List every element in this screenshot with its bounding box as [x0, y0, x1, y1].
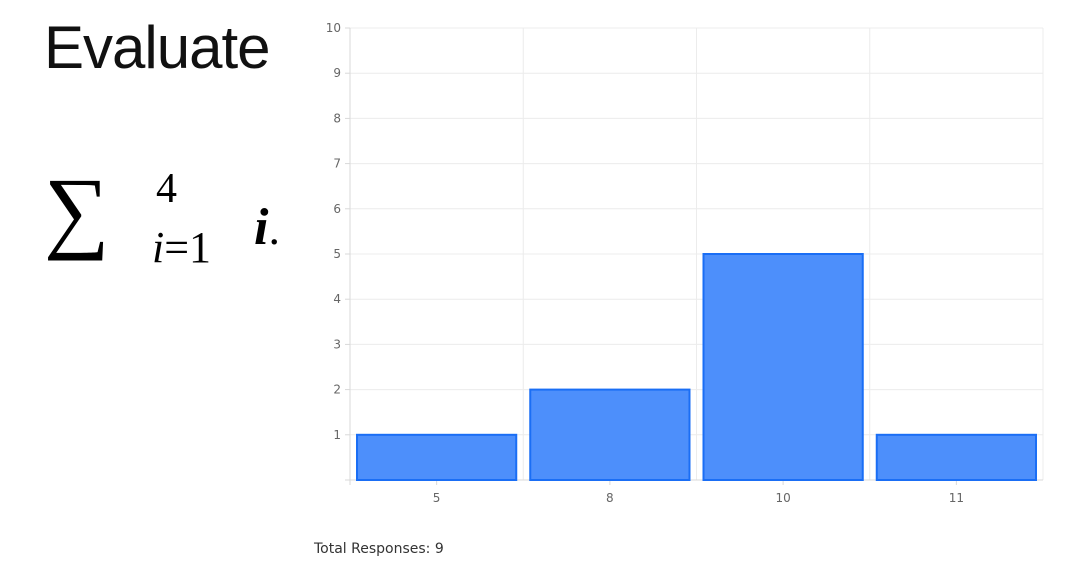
sum-term: i. — [254, 202, 280, 254]
y-tick-label: 4 — [333, 292, 341, 306]
x-tick-label: 10 — [775, 491, 790, 505]
x-tick-label: 8 — [606, 491, 614, 505]
sum-upper-limit: 4 — [156, 166, 177, 212]
y-tick-label: 6 — [333, 202, 341, 216]
x-tick-labels: 5 8 10 11 — [433, 491, 964, 505]
y-tick-label: 5 — [333, 247, 341, 261]
y-tick-label: 8 — [333, 111, 341, 125]
sum-lower-value: =1 — [164, 223, 212, 272]
y-tick-label: 10 — [326, 21, 341, 35]
sum-lower-limit: i=1 — [152, 226, 211, 270]
chart-grid — [350, 27, 1044, 480]
x-tick-label: 5 — [433, 491, 441, 505]
y-tick-labels: 1 2 3 4 5 6 7 8 9 10 — [326, 21, 341, 442]
chart-bars — [356, 253, 1037, 482]
question-title: Evaluate — [44, 14, 270, 81]
sigma-symbol: ∑ — [44, 159, 110, 261]
x-tick-label: 11 — [949, 491, 964, 505]
response-bar-chart: 1 2 3 4 5 6 7 8 9 10 5 8 10 11 — [326, 21, 1044, 505]
chart-axes — [345, 27, 1043, 485]
bar-5 — [356, 433, 518, 481]
summation-formula: ∑ 4 i=1 i. — [44, 160, 304, 280]
y-tick-label: 3 — [333, 337, 341, 351]
y-tick-label: 2 — [333, 383, 341, 397]
y-tick-label: 7 — [333, 157, 341, 171]
sum-term-period: . — [268, 203, 280, 254]
y-tick-label: 1 — [333, 428, 341, 442]
sum-index-variable: i — [152, 223, 165, 272]
bar-8 — [529, 388, 691, 482]
bar-11 — [875, 433, 1037, 481]
sum-term-variable: i — [254, 199, 269, 256]
bar-10 — [702, 253, 864, 481]
total-responses: Total Responses: 9 — [314, 541, 444, 557]
y-tick-label: 9 — [333, 66, 341, 80]
